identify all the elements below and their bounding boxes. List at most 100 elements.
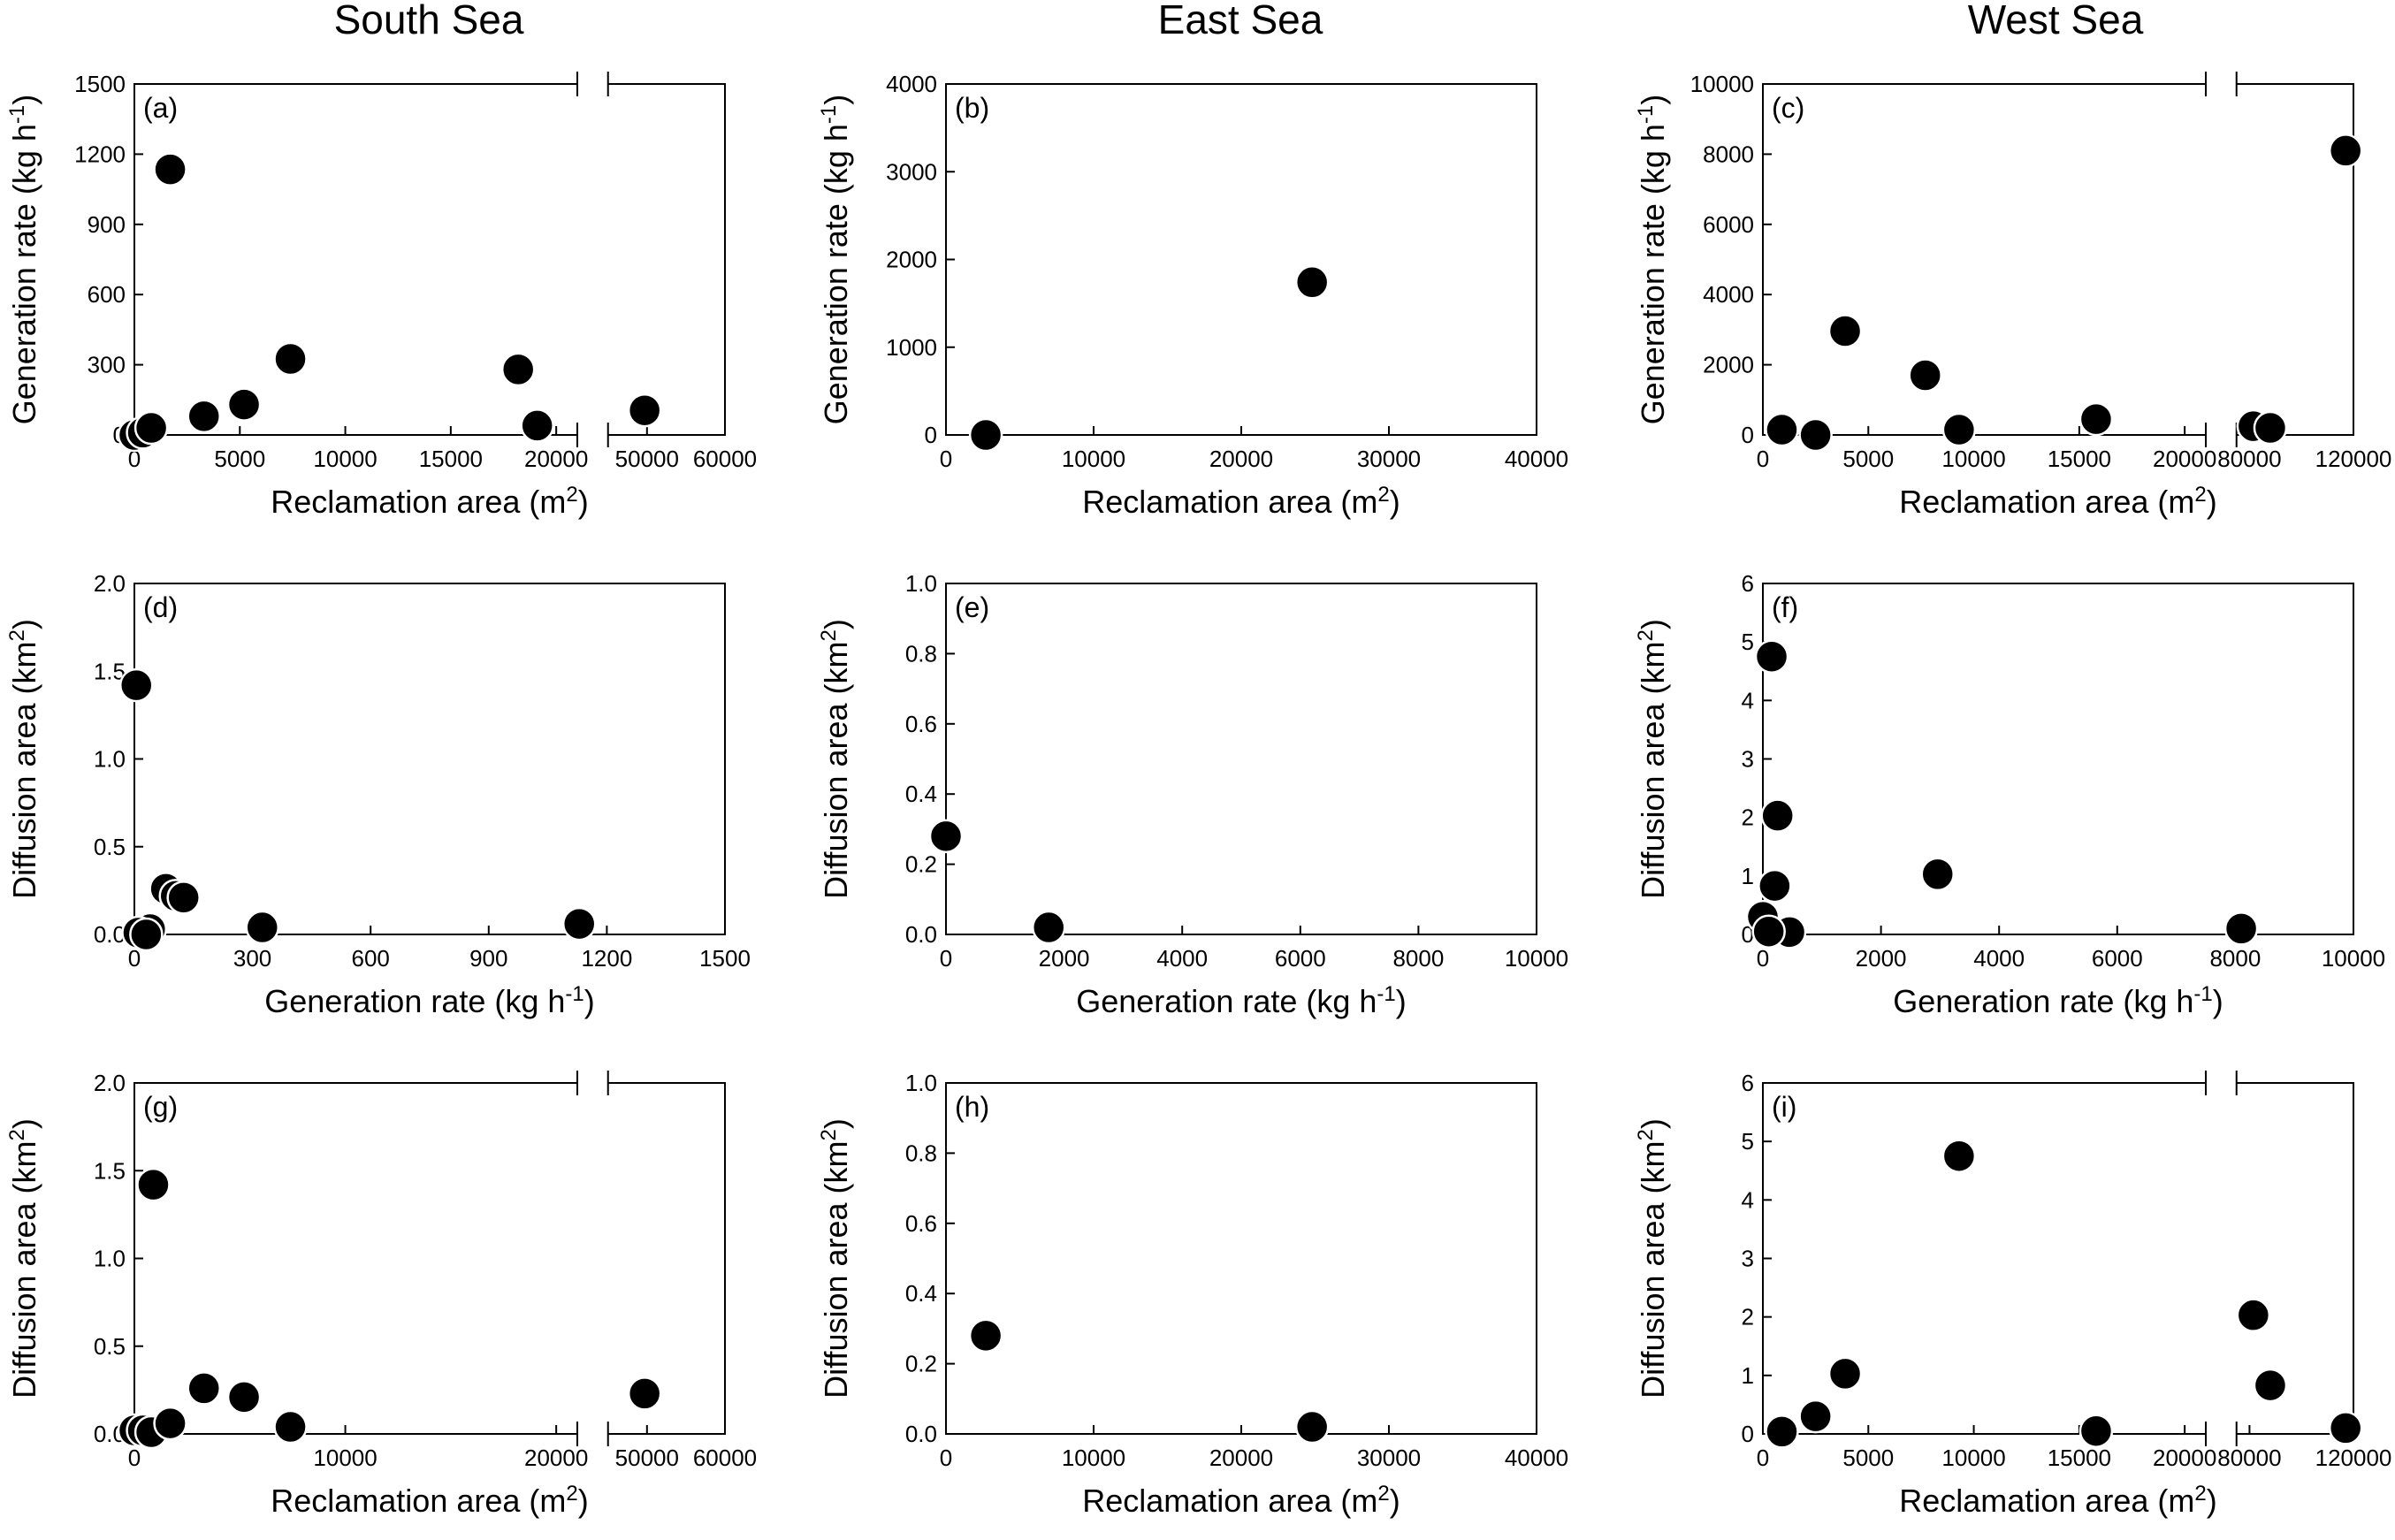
x-axis-label-superscript: 2 <box>2194 483 2206 507</box>
x-tick-label: 50000 <box>615 1445 679 1471</box>
x-tick-label: 60000 <box>693 1445 757 1471</box>
y-tick-label: 1.0 <box>905 1070 937 1096</box>
x-tick-label: 20000 <box>1209 446 1273 472</box>
x-tick-label: 0 <box>1757 1445 1769 1471</box>
plot-frame-right <box>607 83 726 436</box>
x-tick-label: 0 <box>1757 945 1769 972</box>
x-axis-label-tail: ) <box>578 484 589 520</box>
data-point <box>627 1376 662 1411</box>
y-tick-label: 3 <box>1742 746 1754 773</box>
column-title-2: West Sea <box>1968 0 2144 42</box>
y-tick-label: 2.0 <box>94 570 126 597</box>
panel-label: (f) <box>1772 591 1798 623</box>
y-tick-label: 0 <box>925 422 937 448</box>
y-axis-label-superscript: 2 <box>1634 629 1658 641</box>
x-tick-label: 20000 <box>2153 446 2216 472</box>
x-axis-label: Generation rate (kg h-1) <box>1893 982 2223 1020</box>
panel-label: (e) <box>955 591 989 623</box>
data-point <box>2236 1298 2271 1332</box>
x-tick-label: 900 <box>469 945 507 972</box>
data-point <box>1765 1414 1799 1449</box>
data-point <box>968 1318 1003 1353</box>
x-tick-label: 30000 <box>1357 446 1421 472</box>
y-tick-label: 6000 <box>1703 211 1754 238</box>
y-axis-label-tail: ) <box>818 95 854 105</box>
y-tick-label: 1500 <box>74 71 126 97</box>
y-tick-label: 4 <box>1742 1186 1754 1213</box>
x-axis-label-superscript: 2 <box>2194 1482 2206 1506</box>
data-point <box>153 1406 187 1441</box>
data-point <box>187 1371 221 1406</box>
x-tick-label: 10000 <box>313 1445 377 1471</box>
plot-frame-left <box>1762 1082 2206 1435</box>
y-tick-label: 6 <box>1742 1070 1754 1096</box>
column-title-1: East Sea <box>1158 0 1323 42</box>
data-point <box>136 1167 171 1202</box>
plot-frame-right <box>2236 1082 2354 1435</box>
x-tick-label: 15000 <box>419 446 483 472</box>
x-tick-label: 1500 <box>699 945 751 972</box>
y-axis-label: Generation rate (kg h-1) <box>817 95 855 425</box>
x-tick-label: 40000 <box>1505 446 1568 472</box>
data-point <box>1751 914 1786 949</box>
y-tick-label: 0.4 <box>905 781 937 807</box>
data-point <box>968 417 1003 453</box>
x-tick-label: 4000 <box>1973 945 2025 972</box>
x-tick-label: 600 <box>352 945 390 972</box>
x-axis-label: Reclamation area (m2) <box>1899 483 2216 521</box>
y-tick-label: 1.5 <box>94 1157 126 1184</box>
y-axis-label-tail: ) <box>1635 1118 1671 1129</box>
x-tick-label: 10000 <box>2322 945 2385 972</box>
panel-label: (a) <box>143 92 178 124</box>
x-tick-label: 20000 <box>524 1445 588 1471</box>
x-tick-label: 10000 <box>1062 1445 1125 1471</box>
x-tick-label: 8000 <box>1392 945 1444 972</box>
data-point <box>1798 1399 1833 1434</box>
data-point <box>1760 798 1795 833</box>
y-tick-label: 0 <box>1742 1421 1754 1447</box>
x-tick-label: 0 <box>1757 446 1769 472</box>
data-point <box>226 1380 262 1414</box>
y-tick-label: 2.0 <box>94 1070 126 1096</box>
panel-c: 0 2000 4000 6000 8000 10000 0 5000 10000 15000 200… <box>1634 71 2392 520</box>
data-point <box>1827 1356 1863 1391</box>
data-point <box>1754 639 1789 674</box>
data-point <box>2223 911 2259 946</box>
x-tick-label: 6000 <box>2092 945 2143 972</box>
data-point <box>2078 1414 2114 1448</box>
y-tick-label: 0.2 <box>905 1351 937 1377</box>
x-tick-label: 1200 <box>581 945 632 972</box>
panel-label: (i) <box>1772 1091 1796 1123</box>
x-tick-label: 80000 <box>2217 1445 2281 1471</box>
y-tick-label: 1.0 <box>905 570 937 597</box>
data-point <box>273 341 308 377</box>
y-tick-label: 4 <box>1742 687 1754 713</box>
y-axis-label-superscript: -1 <box>5 105 29 124</box>
y-tick-label: 3000 <box>886 158 937 185</box>
x-tick-label: 10000 <box>1941 1445 2005 1471</box>
data-point <box>2253 410 2288 446</box>
x-tick-label: 40000 <box>1505 1445 1568 1471</box>
panel-label: (b) <box>955 92 989 124</box>
panel-a: 0300600900120015000500010000150002000050… <box>5 71 758 520</box>
x-tick-label: 0 <box>940 1445 952 1471</box>
x-tick-label: 10000 <box>1941 446 2005 472</box>
plot-frame-right <box>607 1082 726 1435</box>
x-tick-label: 20000 <box>1209 1445 1273 1471</box>
y-tick-label: 0.2 <box>905 851 937 878</box>
panel-d: 0.00.51.01.52.00 300 600 900 1200 1500(d)Gene… <box>5 570 751 1019</box>
x-axis-label-tail: ) <box>1390 484 1400 520</box>
y-tick-label: 2000 <box>1703 352 1754 378</box>
y-axis-label-superscript: -1 <box>817 105 841 124</box>
y-tick-label: 900 <box>88 211 126 238</box>
y-axis-label-tail: ) <box>818 619 854 629</box>
data-point <box>273 1409 308 1445</box>
y-axis-label-tail: ) <box>6 95 42 105</box>
x-tick-label: 10000 <box>1505 945 1568 972</box>
y-tick-label: 600 <box>88 281 126 308</box>
plot-frame <box>1762 583 2354 935</box>
x-axis-label-superscript: -1 <box>1377 982 1395 1006</box>
plot-frame-left <box>133 83 577 436</box>
